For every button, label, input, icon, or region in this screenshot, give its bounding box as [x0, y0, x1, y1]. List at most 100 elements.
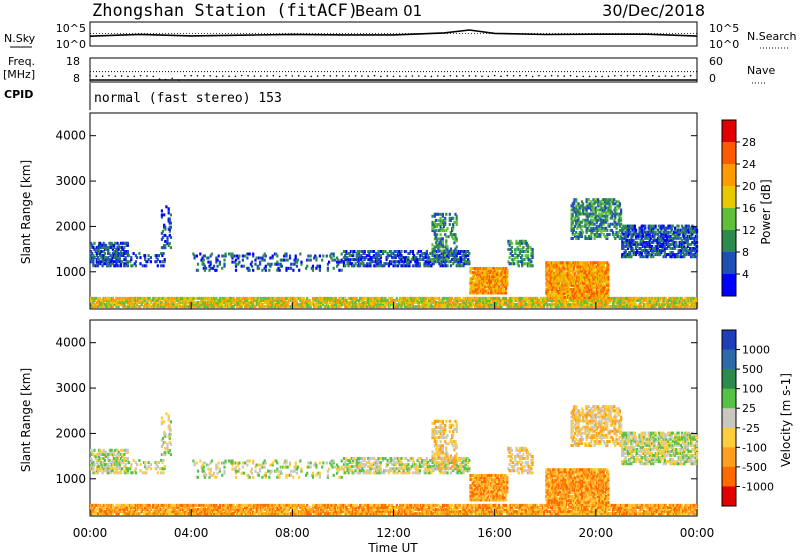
- power-cell: [440, 262, 443, 266]
- power-cell: [488, 279, 492, 283]
- power-cell: [362, 299, 365, 302]
- power-cell: [610, 296, 613, 300]
- power-cell: [486, 291, 489, 295]
- power-cell: [167, 305, 170, 309]
- power-cell: [485, 301, 488, 304]
- power-cell: [586, 283, 589, 287]
- power-cell: [601, 271, 604, 275]
- power-cell: [647, 305, 650, 309]
- power-cell: [557, 277, 561, 281]
- power-cell: [647, 251, 650, 255]
- power-cell: [543, 305, 546, 309]
- power-cell: [500, 291, 503, 295]
- power-cell: [555, 303, 558, 307]
- freq-point: [184, 75, 186, 77]
- power-cell: [611, 233, 615, 236]
- power-cell: [267, 305, 270, 309]
- power-cell: [618, 218, 621, 222]
- power-cell: [692, 303, 695, 307]
- power-cell: [646, 236, 649, 240]
- power-cell: [194, 305, 197, 309]
- power-cell: [646, 245, 649, 248]
- power-cell: [545, 299, 548, 302]
- power-cell: [578, 263, 581, 267]
- power-cell: [111, 262, 114, 266]
- power-cell: [600, 277, 603, 281]
- power-cell: [509, 262, 512, 266]
- power-cell: [217, 301, 220, 304]
- power-cell: [482, 289, 485, 293]
- power-cell: [586, 237, 589, 240]
- power-cell: [609, 222, 612, 226]
- power-cell: [149, 260, 152, 264]
- power-cell: [303, 305, 306, 309]
- power-cell: [294, 305, 297, 309]
- power-cell: [294, 254, 297, 258]
- power-cell: [643, 240, 646, 244]
- power-cell: [463, 301, 466, 304]
- power-cell: [509, 296, 512, 300]
- power-cell: [214, 268, 217, 272]
- power-cell: [551, 301, 554, 304]
- power-cell: [334, 303, 338, 307]
- power-cell: [497, 267, 500, 270]
- power-cell: [459, 299, 462, 302]
- power-cell: [605, 283, 608, 287]
- power-cell: [501, 299, 504, 302]
- power-cell: [486, 275, 489, 279]
- power-cell: [607, 208, 610, 212]
- freq-point: [386, 75, 388, 77]
- power-cell: [549, 294, 552, 297]
- power-cell: [561, 289, 564, 293]
- power-cell: [568, 287, 571, 291]
- power-cell: [639, 303, 642, 307]
- power-cell: [618, 296, 621, 300]
- power-cell: [472, 296, 475, 300]
- power-cell: [130, 256, 133, 260]
- power-cell: [618, 202, 621, 206]
- power-cell: [321, 258, 324, 262]
- power-cell: [652, 305, 655, 309]
- power-cell: [167, 303, 170, 307]
- power-cell: [433, 256, 436, 260]
- power-cell: [590, 294, 593, 297]
- power-cell: [357, 250, 361, 253]
- freq-point: [342, 75, 344, 77]
- power-cell: [601, 263, 604, 267]
- power-cell: [185, 303, 188, 307]
- power-cell: [294, 258, 297, 262]
- power-cell: [582, 210, 585, 214]
- power-cell: [518, 305, 521, 309]
- power-cell: [591, 296, 594, 300]
- power-cell: [632, 303, 635, 307]
- power-cell: [624, 230, 627, 234]
- power-cell: [590, 285, 593, 289]
- power-cell: [582, 204, 585, 208]
- power-cell: [472, 275, 475, 279]
- power-cell: [521, 247, 524, 251]
- power-cell: [678, 303, 681, 307]
- power-cell: [671, 240, 674, 244]
- power-cell: [554, 305, 557, 309]
- power-cell: [418, 258, 421, 262]
- power-cell: [285, 268, 288, 272]
- power-cell: [578, 291, 581, 295]
- power-cell: [215, 268, 218, 272]
- power-cell: [640, 226, 643, 230]
- power-cell: [693, 301, 696, 304]
- power-cell: [595, 289, 598, 293]
- power-cell: [325, 301, 328, 304]
- power-cell: [601, 198, 604, 202]
- power-cell: [525, 305, 528, 309]
- power-cell: [694, 299, 697, 302]
- power-cell: [682, 303, 685, 307]
- power-cell: [201, 256, 204, 260]
- power-cell: [117, 303, 120, 307]
- power-cell: [338, 268, 341, 272]
- power-cell: [624, 234, 627, 238]
- power-cell: [670, 238, 673, 242]
- power-cell: [577, 277, 580, 281]
- power-cell: [500, 289, 503, 293]
- power-cell: [221, 303, 224, 307]
- power-cell: [561, 285, 564, 289]
